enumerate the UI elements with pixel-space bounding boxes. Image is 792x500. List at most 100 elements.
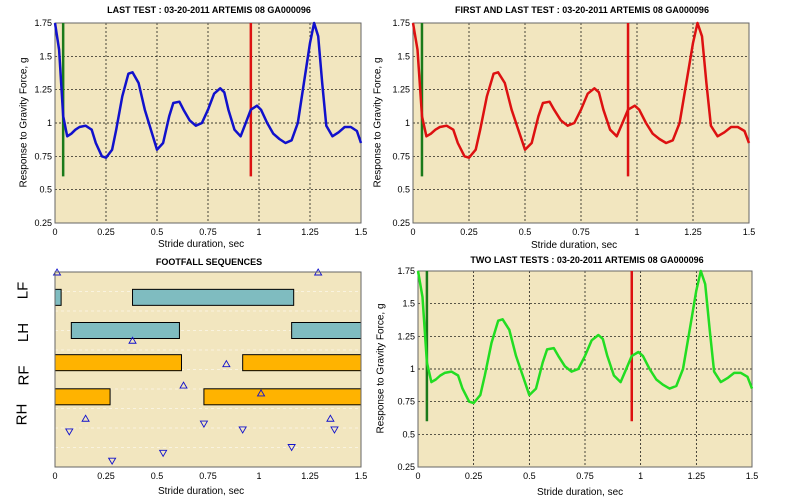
plot-frame <box>54 22 362 224</box>
x-tick-label: 1.5 <box>355 471 368 481</box>
x-tick-label: 1.25 <box>688 471 706 481</box>
x-axis-label: Stride duration, sec <box>158 239 245 250</box>
plot-frame <box>417 270 753 468</box>
plot-background <box>55 23 361 223</box>
x-tick-label: 0.75 <box>576 471 594 481</box>
series-line <box>53 21 363 159</box>
y-tick-label: 0.5 <box>397 185 410 195</box>
lane-label-rf: RF <box>15 365 33 386</box>
y-tick-label: 1.5 <box>39 51 52 61</box>
x-tick-label: 1 <box>256 471 261 481</box>
y-axis-label: Response to Gravity Force, g <box>372 57 384 188</box>
x-tick-label: 0.25 <box>465 471 483 481</box>
y-tick-label: 1.75 <box>34 18 52 28</box>
x-tick-label: 0.5 <box>151 227 164 237</box>
x-tick-label: 1 <box>256 227 261 237</box>
y-tick-label: 0.75 <box>34 151 52 161</box>
x-tick-label: 0 <box>52 471 57 481</box>
event-marker-down <box>330 426 339 434</box>
y-axis-label: Response to Gravity Force, g <box>18 57 30 188</box>
y-tick-label: 0.5 <box>39 185 52 195</box>
event-marker-down <box>158 449 168 458</box>
chart-title: TWO LAST TESTS : 03-20-2011 ARTEMIS 08 G… <box>470 255 704 265</box>
plot-frame <box>54 271 362 468</box>
plot-background <box>413 23 749 223</box>
y-tick-label: 1.75 <box>392 18 410 28</box>
y-tick-label: 0.25 <box>397 462 415 472</box>
footfall-bar <box>70 322 180 339</box>
y-axis-label: Response to Gravity Force, g <box>375 303 387 434</box>
event-marker-down <box>287 444 296 452</box>
y-tick-label: 1 <box>47 118 52 128</box>
footfall-bar <box>54 354 182 372</box>
plot-background <box>418 271 752 467</box>
lane-label-rh: RH <box>13 403 31 426</box>
y-tick-label: 0.75 <box>392 151 410 161</box>
x-tick-label: 1 <box>638 471 643 481</box>
x-tick-label: 0 <box>410 227 415 237</box>
chart-title: LAST TEST : 03-20-2011 ARTEMIS 08 GA0000… <box>107 5 311 15</box>
x-tick-label: 0 <box>415 471 420 481</box>
series-line <box>411 21 751 159</box>
y-tick-label: 1 <box>405 118 410 128</box>
x-tick-label: 1.25 <box>301 227 319 237</box>
footfall-bar <box>242 354 362 372</box>
series-line <box>416 269 754 405</box>
x-tick-label: 0.25 <box>460 227 478 237</box>
plot-frame <box>412 22 750 224</box>
x-tick-label: 1 <box>634 227 639 237</box>
x-tick-label: 1.5 <box>743 227 756 237</box>
event-marker-up <box>222 359 231 368</box>
x-axis-label: Stride duration, sec <box>537 487 624 498</box>
event-marker-up <box>179 381 188 389</box>
y-tick-label: 1.5 <box>397 51 410 61</box>
footfall-bar <box>54 388 111 406</box>
y-tick-label: 1.25 <box>34 85 52 95</box>
x-tick-label: 0.75 <box>199 471 217 481</box>
x-tick-label: 1.5 <box>355 227 368 237</box>
y-tick-label: 1.75 <box>397 266 415 276</box>
x-tick-label: 0.25 <box>97 471 115 481</box>
footfall-bar <box>203 388 362 406</box>
x-tick-label: 0.75 <box>572 227 590 237</box>
event-marker-up <box>52 268 62 276</box>
x-tick-label: 0.5 <box>523 471 536 481</box>
event-marker-down <box>238 426 247 434</box>
x-tick-label: 0.5 <box>519 227 532 237</box>
chart-title: FIRST AND LAST TEST : 03-20-2011 ARTEMIS… <box>455 5 709 15</box>
x-tick-label: 0.25 <box>97 227 115 237</box>
footfall-bar <box>132 288 295 306</box>
x-axis-label: Stride duration, sec <box>158 486 245 497</box>
y-tick-label: 1.25 <box>392 85 410 95</box>
x-tick-label: 0.5 <box>151 471 164 481</box>
x-tick-label: 1.5 <box>746 471 759 481</box>
y-tick-label: 0.25 <box>34 218 52 228</box>
event-marker-up <box>326 414 335 422</box>
event-marker-up <box>313 268 323 276</box>
y-tick-label: 0.75 <box>397 397 415 407</box>
y-tick-label: 0.25 <box>392 218 410 228</box>
x-tick-label: 1.25 <box>301 471 319 481</box>
event-marker-down <box>199 420 209 428</box>
x-tick-label: 0.75 <box>199 227 217 237</box>
event-marker-up <box>81 414 90 422</box>
event-marker-down <box>107 457 117 466</box>
event-marker-up <box>256 389 266 397</box>
footfall-bar <box>54 288 62 306</box>
y-tick-label: 1.5 <box>402 299 415 309</box>
y-tick-label: 1.25 <box>397 331 415 341</box>
plot-background <box>55 272 361 467</box>
footfall-bar <box>291 322 362 339</box>
event-marker-down <box>64 428 74 436</box>
y-tick-label: 1 <box>410 364 415 374</box>
x-tick-label: 0 <box>52 227 57 237</box>
x-tick-label: 1.25 <box>684 227 702 237</box>
lane-label-lf: LF <box>14 281 32 300</box>
lane-label-lh: LH <box>15 322 33 343</box>
x-axis-label: Stride duration, sec <box>531 240 618 251</box>
y-tick-label: 0.5 <box>402 429 415 439</box>
